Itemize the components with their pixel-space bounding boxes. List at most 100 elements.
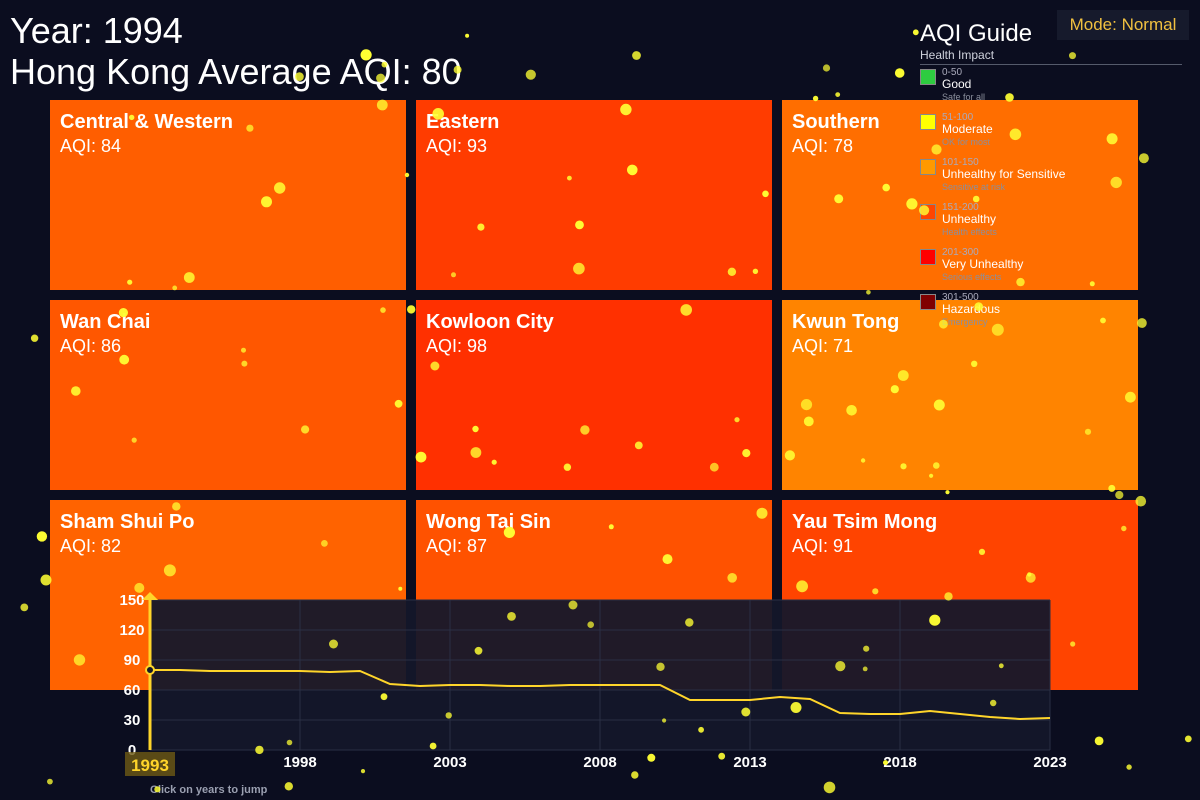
timeline-x-axis[interactable]: 1998 2003 2008 2013 2018 2023 [283,754,1066,771]
district-tile-eastern[interactable]: Eastern AQI: 93 [416,100,772,290]
y-tick-label: 120 [119,622,144,639]
district-aqi: AQI: 84 [60,136,122,156]
x-tick-label[interactable]: 2023 [1033,754,1066,771]
legend-title: AQI Guide [920,20,1033,47]
x-tick-label[interactable]: 2008 [583,754,616,771]
district-tile-kowloon-city[interactable]: Kowloon City AQI: 98 [416,300,772,490]
timeline-year-point[interactable] [835,708,845,718]
y-tick-label: 150 [119,592,144,609]
legend-swatch [920,159,936,175]
timeline-year-point[interactable] [715,695,725,705]
year-title: Year: 1994 [10,10,183,51]
district-aqi: AQI: 98 [426,336,488,356]
y-tick-label: 0 [128,742,136,759]
legend-subtitle: Health Impact [920,48,1182,65]
legend-item-moderate: 51-100 Moderate OK for most [920,112,1182,154]
legend-item-good: 0-50 Good Safe for all [920,67,1182,109]
legend-swatch [920,69,936,85]
legend-label: Very Unhealthy [942,257,1024,271]
timeline-year-point[interactable] [175,665,185,675]
timeline-year-point[interactable] [295,666,305,676]
legend-label: Good [942,77,972,91]
district-name: Eastern [426,111,500,133]
legend-swatch [920,294,936,310]
timeline-year-point[interactable] [865,709,875,719]
timeline-year-point[interactable] [655,680,665,690]
timeline-grid [150,599,1051,751]
y-tick-label: 90 [124,652,141,669]
timeline-year-point[interactable] [205,666,215,676]
timeline-year-point[interactable] [955,709,965,719]
legend-range: 51-100 [942,112,974,123]
timeline-year-point[interactable] [895,709,905,719]
timeline-year-point[interactable] [235,666,245,676]
timeline-year-point[interactable] [1045,713,1055,723]
legend-range: 101-150 [942,157,979,168]
legend-description: OK for most [942,137,991,147]
timeline-hint: Click on years to jump [150,784,268,796]
district-name: Central & Western [60,111,234,133]
timeline-cursor-marker [145,665,155,675]
timeline-year-point[interactable] [265,666,275,676]
district-name: Kowloon City [426,311,554,333]
timeline-year-point[interactable] [925,706,935,716]
district-name: Southern [792,111,880,133]
selected-year-background [125,752,175,776]
district-aqi: AQI: 87 [426,536,488,556]
legend-description: Serious effects [942,272,1002,282]
aqi-legend: AQI Guide Health Impact 0-50 Good Safe f… [920,20,1182,327]
legend-swatch [920,114,936,130]
district-tile-central-western[interactable]: Central & Western AQI: 84 [50,100,406,290]
legend-range: 201-300 [942,247,979,258]
legend-item-unhealthy-sensitive: 101-150 Unhealthy for Sensitive Sensitiv… [920,157,1182,199]
selected-year-label[interactable]: 1993 [131,756,169,775]
timeline-cursor-handle-icon[interactable] [142,592,158,600]
timeline-year-point[interactable] [385,679,395,689]
x-tick-label[interactable]: 2018 [883,754,916,771]
timeline-year-point[interactable] [625,680,635,690]
district-aqi: AQI: 78 [792,136,854,156]
timeline-year-point[interactable] [355,666,365,676]
timeline-year-point[interactable] [535,681,545,691]
x-tick-label[interactable]: 1998 [283,754,316,771]
district-aqi: AQI: 91 [792,536,854,556]
timeline-year-point[interactable] [505,681,515,691]
mode-toggle-button[interactable]: Mode: Normal [1057,10,1189,40]
timeline-aqi-line [150,669,1051,721]
district-aqi: AQI: 71 [792,336,854,356]
timeline-year-point[interactable] [445,680,455,690]
legend-description: Safe for all [942,92,986,102]
legend-description: Emergency [942,317,988,327]
timeline-year-point[interactable] [805,694,815,704]
district-aqi: AQI: 86 [60,336,122,356]
timeline-year-point[interactable] [565,680,575,690]
district-name: Kwun Tong [792,311,900,333]
legend-item-hazardous: 301-500 Hazardous Emergency [920,292,1182,334]
x-tick-label[interactable]: 2013 [733,754,766,771]
timeline-year-point[interactable] [685,695,695,705]
timeline-year-point[interactable] [415,681,425,691]
legend-range: 301-500 [942,292,979,303]
legend-label: Moderate [942,122,993,136]
legend-label: Unhealthy for Sensitive [942,167,1066,181]
district-tile-kwun-tong[interactable]: Kwun Tong AQI: 71 [782,300,1138,490]
district-name: Sham Shui Po [60,511,195,533]
district-name: Yau Tsim Mong [792,511,938,533]
district-aqi: AQI: 93 [426,136,488,156]
district-tile-southern[interactable]: Southern AQI: 78 [782,100,1138,290]
timeline-year-point[interactable] [325,667,335,677]
timeline-year-point[interactable] [595,680,605,690]
district-aqi: AQI: 82 [60,536,122,556]
timeline-year-point[interactable] [1015,714,1025,724]
timeline-year-point[interactable] [985,712,995,722]
y-tick-label: 60 [124,682,141,699]
legend-description: Sensitive at risk [942,182,1006,192]
timeline-year-point[interactable] [745,695,755,705]
legend-description: Health effects [942,227,997,237]
timeline-y-axis: 0 30 60 90 120 150 [119,592,144,759]
timeline-year-point[interactable] [775,692,785,702]
timeline-year-point[interactable] [475,680,485,690]
average-aqi-title: Hong Kong Average AQI: 80 [10,51,462,92]
x-tick-label[interactable]: 2003 [433,754,466,771]
